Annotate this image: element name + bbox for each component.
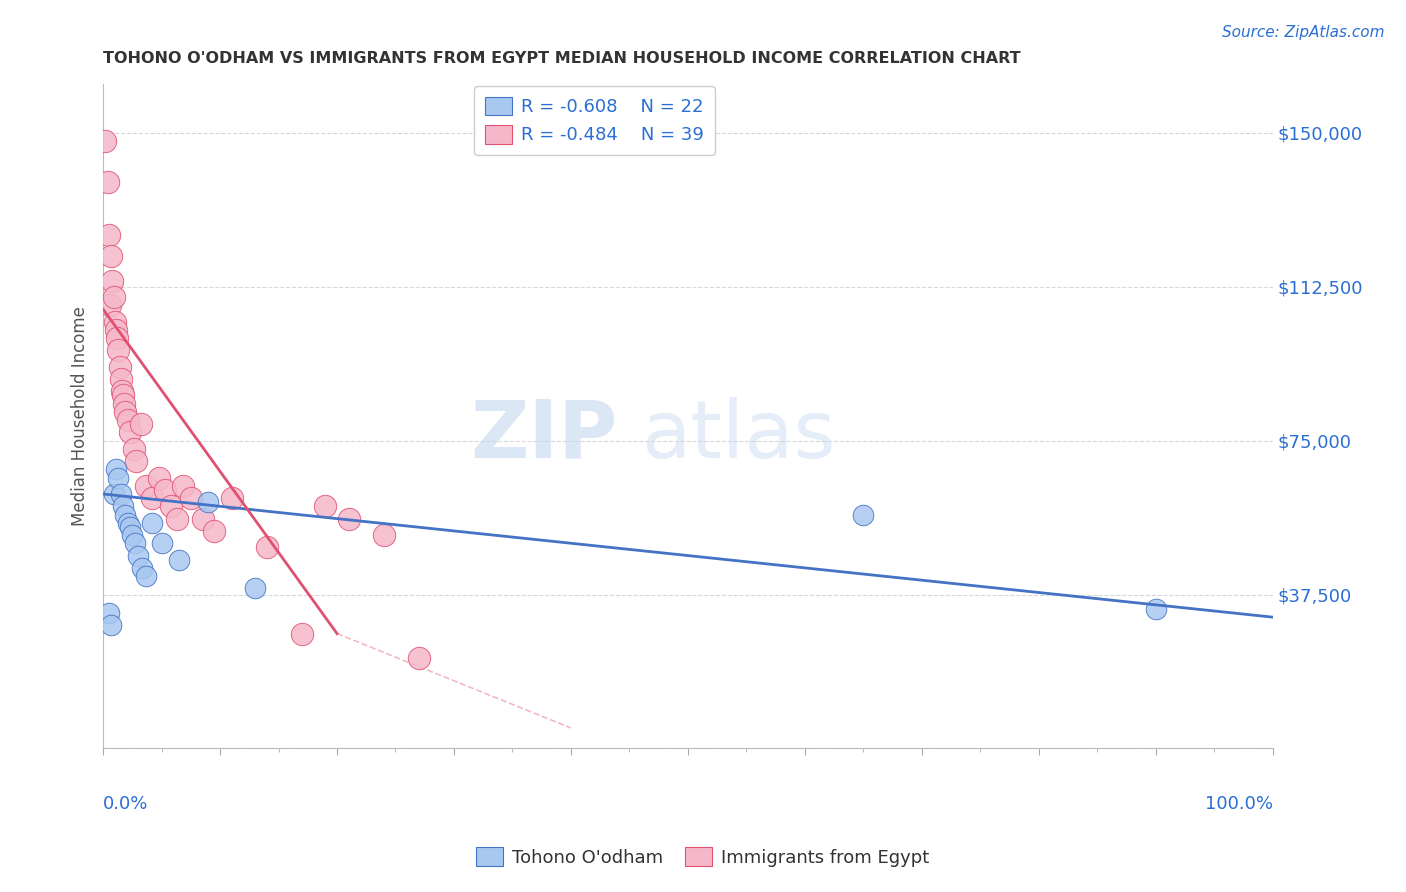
Point [100,249,122,263]
Point [160,500,183,514]
Point [98,298,121,312]
Point [124,536,146,550]
Point [103,290,125,304]
Point [111,388,134,402]
Point [104,462,127,476]
Point [141,491,163,505]
Point [105,331,128,345]
Point [122,442,145,456]
Text: ZIP: ZIP [471,397,617,475]
Point [118,520,141,534]
Point [135,569,157,583]
Legend: R = -0.608    N = 22, R = -0.484    N = 39: R = -0.608 N = 22, R = -0.484 N = 39 [474,86,714,155]
Point [243,582,266,596]
Text: Source: ZipAtlas.com: Source: ZipAtlas.com [1222,25,1385,40]
Point [314,500,336,514]
Point [1144,602,1167,616]
Text: 100.0%: 100.0% [1205,795,1272,813]
Point [191,511,214,525]
Point [291,626,314,640]
Point [373,528,395,542]
Point [107,343,129,358]
Point [129,417,152,432]
Y-axis label: Median Household Income: Median Household Income [72,306,89,526]
Point [110,487,132,501]
Point [108,359,131,374]
Point [852,508,875,522]
Point [202,524,225,538]
Point [167,552,190,566]
Point [148,470,170,484]
Point [100,618,122,632]
Point [118,425,141,440]
Point [180,491,202,505]
Point [114,405,136,419]
Point [103,487,125,501]
Legend: Tohono O'odham, Immigrants from Egypt: Tohono O'odham, Immigrants from Egypt [470,840,936,874]
Point [112,397,135,411]
Point [111,500,134,514]
Point [98,228,121,243]
Point [166,511,188,525]
Point [94,134,117,148]
Point [104,323,127,337]
Point [125,454,148,468]
Point [114,508,136,522]
Point [111,384,134,399]
Point [256,541,278,555]
Point [408,651,430,665]
Point [337,511,360,525]
Point [141,516,163,530]
Point [153,483,176,497]
Point [101,274,124,288]
Point [127,549,149,563]
Point [107,470,129,484]
Point [135,479,157,493]
Point [172,479,194,493]
Point [221,491,243,505]
Point [110,372,132,386]
Point [117,516,139,530]
Point [121,528,143,542]
Point [97,175,120,189]
Point [131,561,153,575]
Text: 0.0%: 0.0% [103,795,149,813]
Text: TOHONO O'ODHAM VS IMMIGRANTS FROM EGYPT MEDIAN HOUSEHOLD INCOME CORRELATION CHAR: TOHONO O'ODHAM VS IMMIGRANTS FROM EGYPT … [103,51,1021,66]
Point [150,536,173,550]
Point [104,315,127,329]
Text: atlas: atlas [641,397,835,475]
Point [98,606,121,620]
Point [197,495,219,509]
Point [117,413,139,427]
